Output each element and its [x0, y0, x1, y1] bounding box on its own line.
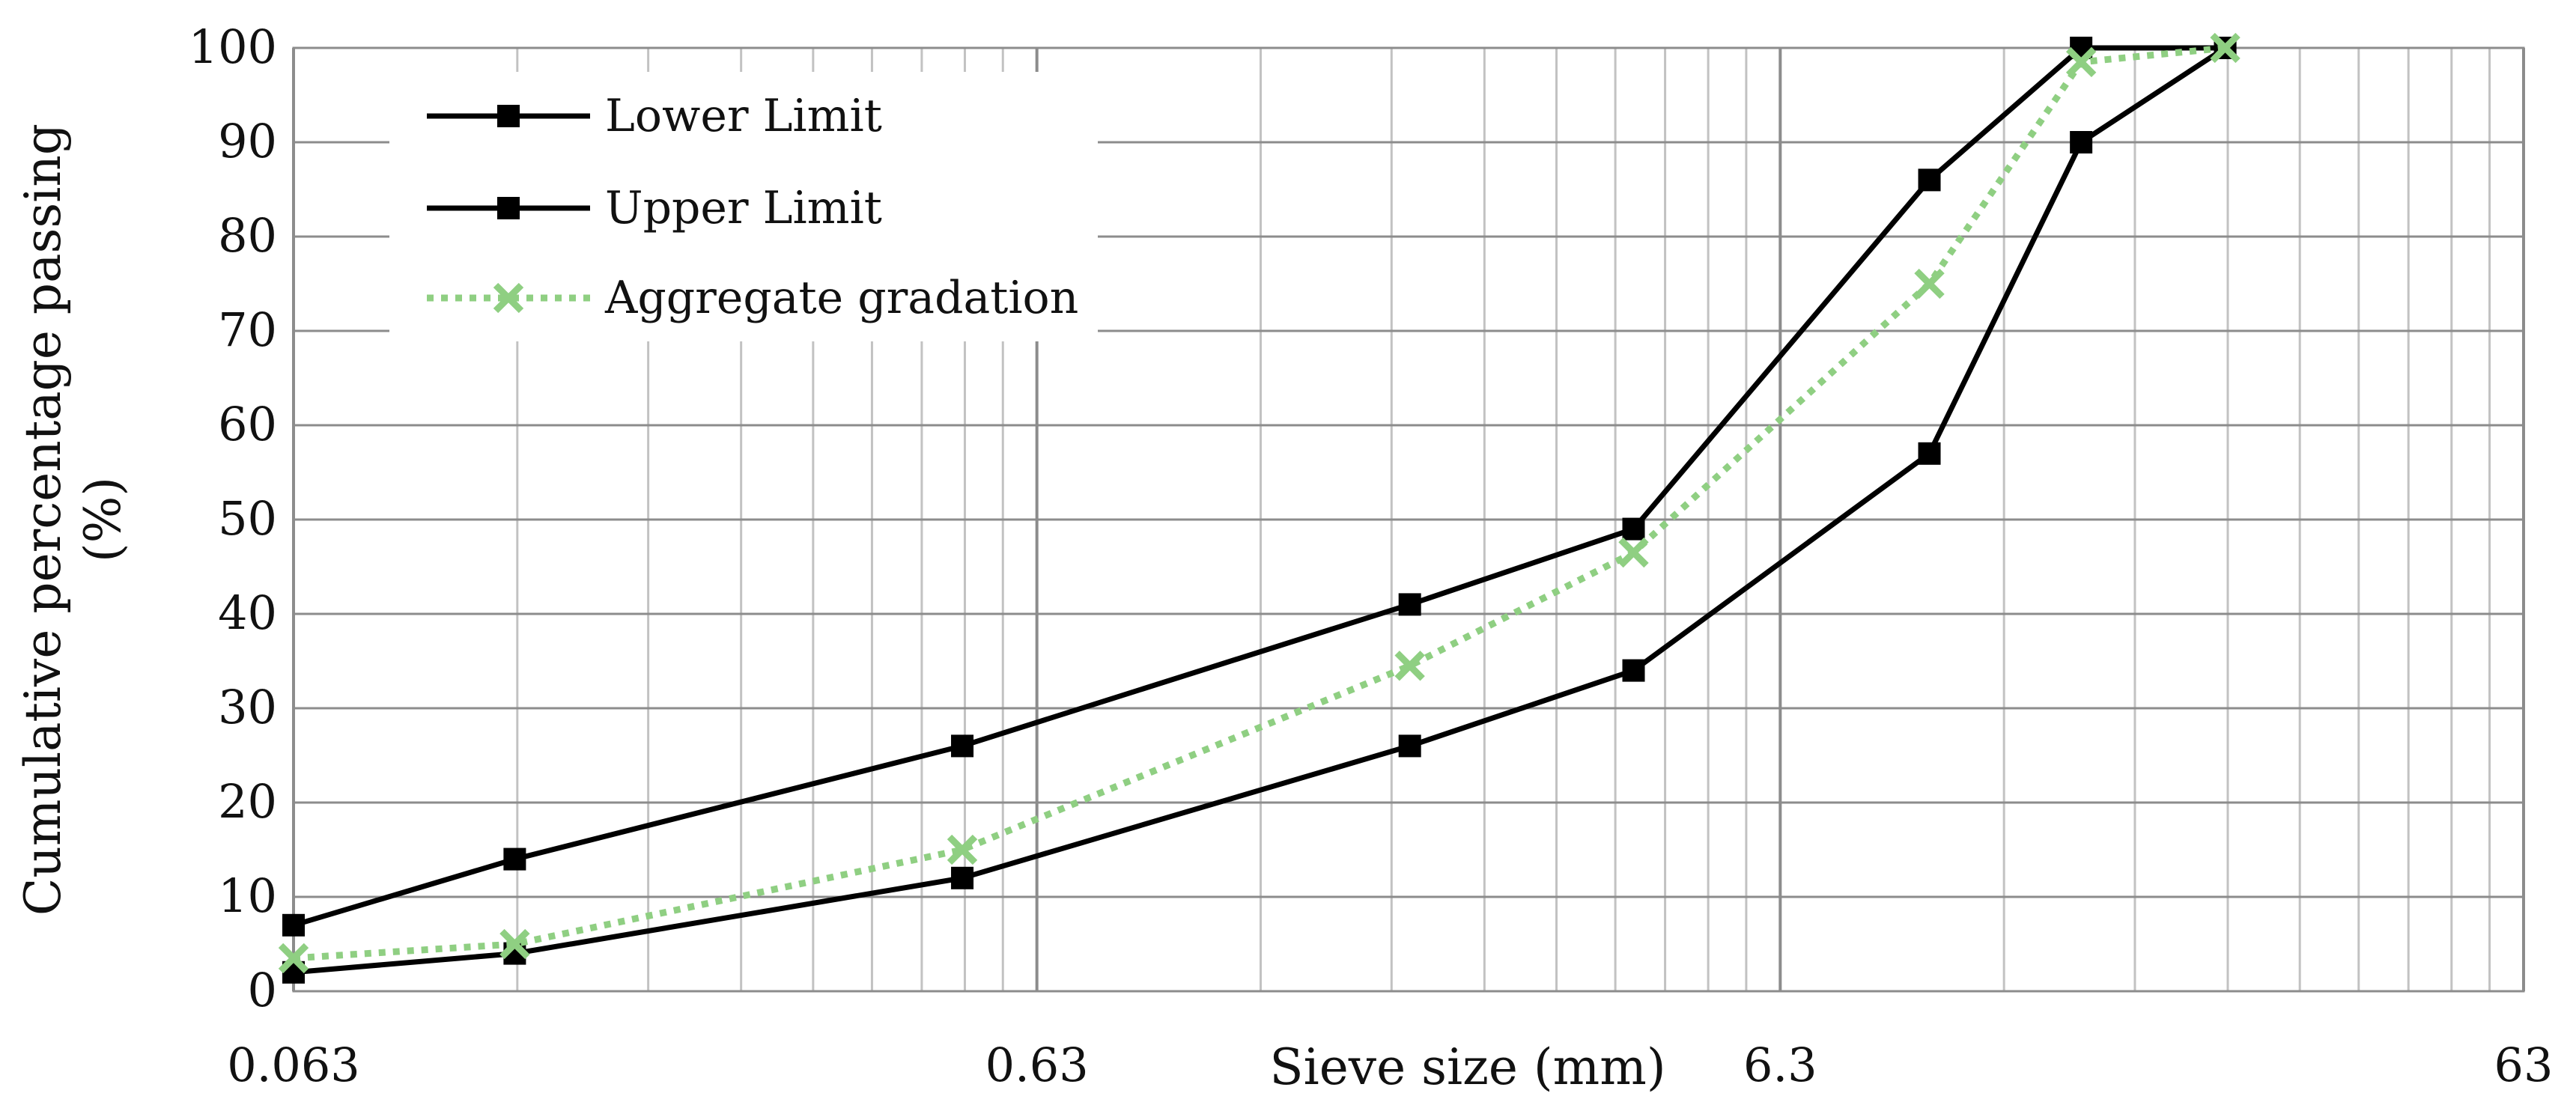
series-line-upper-limit	[292, 45, 2226, 928]
data-point-upper-limit	[951, 734, 974, 758]
data-point-aggregate-gradation	[1394, 651, 1425, 681]
y-tick-label: 10	[218, 868, 277, 923]
legend-marker-upper-limit	[497, 197, 520, 219]
y-tick-label: 0	[248, 963, 277, 1017]
y-axis-title: Cumulative percentage passing (%)	[14, 124, 132, 916]
y-axis-title-line: (%)	[74, 477, 132, 562]
data-point-upper-limit	[282, 913, 305, 937]
y-axis-tick-labels: 0 10 20 30 40 50 60 70 80 90 100	[189, 19, 277, 1017]
plot-area-border	[292, 46, 2525, 993]
data-point-lower-limit	[951, 866, 974, 889]
data-point-aggregate-gradation	[947, 834, 978, 865]
legend-marker-lower-limit	[497, 105, 520, 127]
data-point-upper-limit	[1398, 593, 1421, 616]
data-point-aggregate-gradation	[2210, 32, 2241, 64]
data-point-aggregate-gradation	[2065, 46, 2097, 78]
y-tick-label: 50	[218, 491, 277, 546]
y-tick-label: 90	[218, 114, 277, 168]
y-tick-label: 60	[218, 397, 277, 451]
x-tick-label: 0.063	[227, 1038, 360, 1092]
data-point-upper-limit	[503, 847, 526, 871]
y-tick-label: 30	[218, 680, 277, 734]
y-tick-label: 80	[218, 208, 277, 263]
series-line-lower-limit	[293, 46, 2227, 975]
x-tick-label: 0.63	[985, 1038, 1089, 1092]
data-point-lower-limit	[1398, 734, 1421, 758]
legend-label-upper-limit: Upper Limit	[605, 182, 882, 234]
x-axis-title: Sieve size (mm)	[1269, 1038, 1665, 1096]
data-point-upper-limit	[1918, 168, 1941, 192]
y-axis-title-line: Cumulative percentage passing	[14, 124, 72, 916]
data-point-aggregate-gradation	[1914, 268, 1945, 299]
y-tick-label: 100	[189, 19, 277, 74]
legend: Lower Limit Upper Limit Aggregate gradatio…	[389, 72, 1098, 341]
x-axis-tick-labels: 0.063 0.63 6.3 63	[227, 1038, 2553, 1092]
series-line-aggregate-gradation	[293, 44, 2226, 962]
x-tick-label: 63	[2494, 1038, 2554, 1092]
legend-marker-aggregate-gradation	[493, 282, 524, 314]
data-point-lower-limit	[1622, 659, 1645, 682]
y-tick-label: 20	[218, 774, 277, 829]
data-point-lower-limit	[2070, 131, 2093, 153]
data-point-aggregate-gradation	[499, 928, 530, 960]
series-layer	[278, 32, 2241, 984]
data-point-aggregate-gradation	[278, 943, 309, 974]
series-aggregate-gradation	[278, 32, 2241, 974]
legend-label-lower-limit: Lower Limit	[605, 90, 882, 142]
data-point-aggregate-gradation	[1618, 537, 1649, 568]
data-point-lower-limit	[1918, 442, 1941, 465]
legend-label-aggregate-gradation: Aggregate gradation	[604, 272, 1078, 324]
data-point-upper-limit	[1622, 517, 1645, 541]
y-tick-label: 70	[218, 302, 277, 357]
y-tick-label: 40	[218, 585, 277, 640]
x-tick-label: 6.3	[1743, 1038, 1817, 1092]
